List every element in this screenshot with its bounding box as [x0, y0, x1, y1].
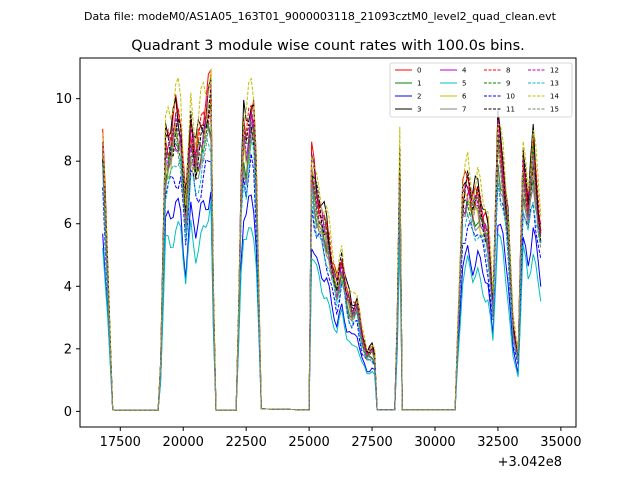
- x-tick-label: 25000: [288, 435, 329, 450]
- x-tick-label: 17500: [100, 435, 141, 450]
- x-offset-label: +3.042e8: [498, 455, 562, 470]
- y-axis: 0 2 4 6 8 10: [55, 92, 80, 420]
- legend-label: 12: [550, 67, 559, 75]
- x-tick-label: 22500: [225, 435, 266, 450]
- series-layer: [102, 68, 542, 411]
- legend-label: 1: [417, 80, 421, 88]
- legend-label: 14: [550, 93, 559, 101]
- datafile-label: Data file: modeM0/AS1A05_163T01_90000031…: [84, 10, 557, 23]
- legend-label: 11: [506, 106, 515, 114]
- legend-box: [389, 62, 573, 118]
- legend-label: 0: [417, 67, 421, 75]
- plot-frame: [79, 57, 577, 428]
- y-tick-label: 10: [55, 92, 72, 107]
- series-line-13: [102, 136, 542, 411]
- y-tick-label: 4: [64, 280, 72, 295]
- legend-label: 2: [417, 93, 421, 101]
- series-line-2: [102, 191, 542, 411]
- x-tick-label: 35000: [540, 435, 581, 450]
- legend-label: 5: [462, 80, 466, 88]
- x-tick-label: 20000: [163, 435, 204, 450]
- x-tick-label: 32500: [477, 435, 518, 450]
- series-line-12: [102, 83, 542, 411]
- chart-title: Quadrant 3 module wise count rates with …: [131, 38, 525, 54]
- legend-label: 4: [462, 67, 467, 75]
- series-line-14: [102, 69, 542, 411]
- series-line-8: [102, 99, 542, 411]
- x-tick-label: 30000: [414, 435, 455, 450]
- legend-label: 13: [550, 80, 559, 88]
- legend-label: 6: [462, 93, 467, 101]
- legend-label: 7: [462, 106, 466, 114]
- legend-label: 9: [506, 80, 510, 88]
- series-line-7: [102, 120, 542, 411]
- legend-label: 15: [550, 106, 559, 114]
- y-tick-label: 2: [64, 342, 72, 357]
- legend-label: 8: [506, 67, 510, 75]
- y-tick-label: 8: [64, 155, 72, 170]
- y-tick-label: 0: [64, 405, 72, 420]
- series-line-5: [102, 201, 542, 411]
- y-tick-label: 6: [64, 217, 72, 232]
- x-tick-label: 27500: [351, 435, 392, 450]
- x-axis: 17500 20000 22500 25000 27500 30000 32500 35000: [100, 427, 582, 450]
- legend-label: 3: [417, 106, 421, 114]
- series-line-10: [102, 153, 542, 411]
- legend-label: 10: [506, 93, 515, 101]
